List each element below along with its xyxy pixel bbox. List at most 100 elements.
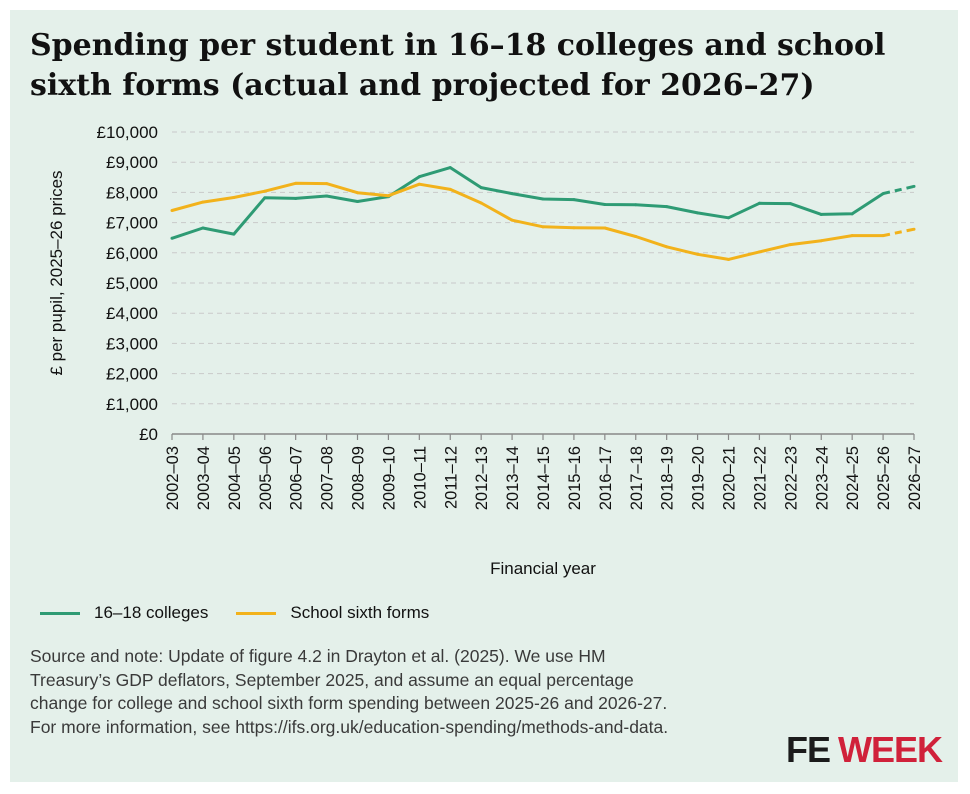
y-tick-label: £0 xyxy=(139,425,158,444)
x-tick-label: 2018–19 xyxy=(659,446,677,510)
x-tick-label: 2014–15 xyxy=(535,446,553,510)
data-point xyxy=(788,243,792,247)
legend-item-sixth-forms: School sixth forms xyxy=(236,603,429,623)
x-tick-label: 2004–05 xyxy=(226,446,244,510)
x-tick-label: 2002–03 xyxy=(164,446,182,510)
x-tick-label: 2006–07 xyxy=(288,446,306,510)
x-tick-label: 2019–20 xyxy=(690,446,708,510)
data-point xyxy=(788,202,792,206)
y-tick-label: £9,000 xyxy=(106,153,158,172)
y-tick-label: £2,000 xyxy=(106,365,158,384)
data-point xyxy=(696,211,700,215)
data-point xyxy=(386,194,390,198)
x-tick-label: 2024–25 xyxy=(844,446,862,510)
data-point xyxy=(356,191,359,195)
x-tick-label: 2008–09 xyxy=(350,446,368,510)
data-point xyxy=(417,182,421,186)
legend-swatch-colleges xyxy=(40,611,80,615)
chart-panel xyxy=(10,10,958,782)
y-tick-label: £3,000 xyxy=(106,334,158,353)
fe-week-logo: FE WEEK xyxy=(786,729,943,770)
x-tick-label: 2021–22 xyxy=(751,446,769,510)
y-tick-label: £10,000 xyxy=(97,123,158,142)
data-point xyxy=(881,192,885,196)
data-point xyxy=(757,250,761,254)
x-tick-label: 2005–06 xyxy=(257,446,275,510)
x-tick-label: 2015–16 xyxy=(566,446,584,510)
data-point xyxy=(510,218,514,222)
data-point xyxy=(819,239,823,243)
series-line-0 xyxy=(171,166,884,240)
x-tick-label: 2013–14 xyxy=(504,446,522,510)
data-point xyxy=(665,245,669,249)
x-tick-label: 2010–11 xyxy=(411,446,429,509)
logo-week: WEEK xyxy=(838,729,943,770)
y-tick-label: £1,000 xyxy=(106,395,158,414)
data-point xyxy=(541,225,545,229)
data-point xyxy=(263,189,267,193)
x-tick-label: 2003–04 xyxy=(195,446,213,510)
data-point xyxy=(727,257,730,261)
x-tick-label: 2023–24 xyxy=(813,446,831,510)
data-point xyxy=(232,196,236,200)
source-note: Source and note: Update of figure 4.2 in… xyxy=(30,646,669,737)
legend-label-colleges: 16–18 colleges xyxy=(94,603,209,622)
data-point xyxy=(819,212,823,216)
data-point xyxy=(479,201,483,205)
data-point xyxy=(201,226,205,230)
data-point xyxy=(170,209,174,213)
data-point xyxy=(232,232,236,236)
data-point xyxy=(881,234,885,238)
x-axis-title: Financial year xyxy=(490,559,596,578)
line-chart: £0 £1,000 £2,000 £3,000 £4,000 £5,000 £6,000 £7… xyxy=(47,123,924,578)
data-point xyxy=(479,186,483,190)
legend: 16–18 colleges School sixth forms xyxy=(40,601,457,625)
y-tick-label: £5,000 xyxy=(106,274,158,293)
x-tick-label: 2020–21 xyxy=(721,446,739,510)
x-tick-label: 2011–12 xyxy=(442,446,460,509)
data-point xyxy=(325,182,329,186)
y-axis-title: £ per pupil, 2025–26 prices xyxy=(47,170,66,375)
data-point xyxy=(912,184,916,188)
data-point xyxy=(850,234,854,238)
data-point xyxy=(448,187,452,191)
data-point xyxy=(634,234,638,238)
data-point xyxy=(572,198,576,202)
series-projection-1 xyxy=(882,227,915,238)
data-point xyxy=(170,236,174,240)
data-point xyxy=(603,226,607,230)
data-point xyxy=(510,192,514,196)
x-tick-label: 2009–10 xyxy=(380,446,398,510)
data-point xyxy=(634,203,638,207)
series-line-1 xyxy=(171,181,884,261)
data-point xyxy=(356,199,359,203)
x-tick-label: 2026–27 xyxy=(906,446,924,510)
data-point xyxy=(294,181,298,185)
x-tick-label: 2012–13 xyxy=(473,446,491,510)
data-point xyxy=(201,200,205,204)
data-point xyxy=(448,166,452,170)
data-point xyxy=(696,252,700,256)
y-tick-label: £6,000 xyxy=(106,244,158,263)
y-tick-label: £4,000 xyxy=(106,304,158,323)
data-point xyxy=(325,194,329,198)
y-tick-label: £7,000 xyxy=(106,214,158,233)
data-point xyxy=(603,202,607,206)
data-point xyxy=(417,175,421,179)
data-point xyxy=(665,205,669,209)
x-tick-label: 2016–17 xyxy=(597,446,615,510)
data-point xyxy=(850,212,854,216)
data-point xyxy=(727,216,730,220)
data-point xyxy=(572,226,576,230)
x-tick-label: 2025–26 xyxy=(875,446,893,510)
series-projection-0 xyxy=(882,184,915,196)
data-point xyxy=(757,201,761,205)
x-tick-label: 2022–23 xyxy=(782,446,800,510)
data-point xyxy=(541,197,545,201)
y-tick-label: £8,000 xyxy=(106,183,158,202)
legend-label-sixth-forms: School sixth forms xyxy=(290,603,430,622)
data-point xyxy=(294,196,298,200)
data-point xyxy=(912,227,916,231)
legend-swatch-sixth-forms xyxy=(236,611,277,615)
logo-fe: FE xyxy=(786,729,831,770)
